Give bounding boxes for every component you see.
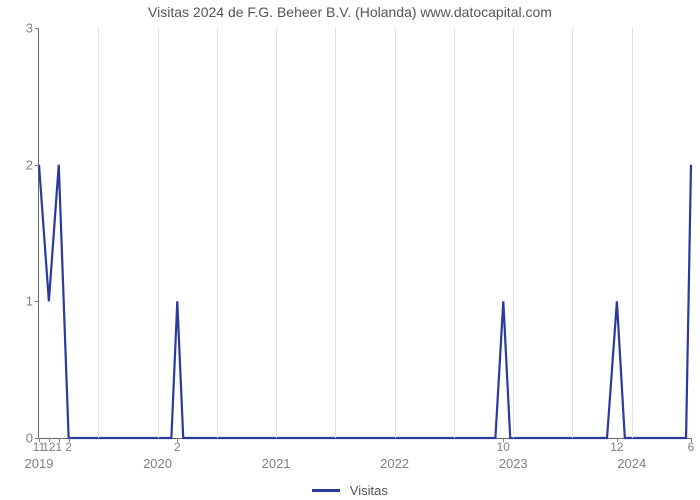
x-tick-mark	[39, 438, 40, 442]
x-year-label: 2023	[499, 456, 528, 471]
y-tick-mark	[35, 28, 39, 29]
x-month-label: 2	[174, 440, 181, 454]
grid-line	[454, 28, 455, 438]
y-tick-mark	[35, 301, 39, 302]
x-tick-mark	[503, 438, 504, 442]
x-tick-mark	[69, 438, 70, 442]
grid-line	[632, 28, 633, 438]
x-month-label: 12	[610, 440, 623, 454]
y-tick-label: 3	[26, 21, 33, 36]
series-visitas	[39, 165, 691, 438]
x-tick-mark	[177, 438, 178, 442]
chart-title: Visitas 2024 de F.G. Beheer B.V. (Holand…	[0, 4, 700, 20]
x-year-label: 2020	[143, 456, 172, 471]
x-month-label: 2	[65, 440, 72, 454]
legend-swatch	[312, 489, 340, 492]
grid-line	[335, 28, 336, 438]
x-month-label: 10	[497, 440, 510, 454]
grid-line	[572, 28, 573, 438]
grid-line	[513, 28, 514, 438]
y-tick-label: 2	[26, 157, 33, 172]
y-tick-mark	[35, 165, 39, 166]
x-month-label: 1	[55, 440, 62, 454]
x-tick-mark	[617, 438, 618, 442]
grid-line	[158, 28, 159, 438]
line-layer	[39, 28, 691, 438]
plot-area: 0123111212210126201920202021202220232024	[38, 28, 691, 439]
x-tick-mark	[59, 438, 60, 442]
chart-container: Visitas 2024 de F.G. Beheer B.V. (Holand…	[0, 0, 700, 500]
legend-label: Visitas	[350, 483, 388, 498]
grid-line	[395, 28, 396, 438]
x-month-label: 6	[688, 440, 695, 454]
x-tick-mark	[691, 438, 692, 442]
x-year-label: 2021	[262, 456, 291, 471]
x-year-label: 2022	[380, 456, 409, 471]
y-tick-label: 1	[26, 294, 33, 309]
x-year-label: 2024	[617, 456, 646, 471]
legend: Visitas	[0, 482, 700, 498]
x-month-label: 12	[42, 440, 55, 454]
x-year-label: 2019	[25, 456, 54, 471]
x-tick-mark	[49, 438, 50, 442]
grid-line	[276, 28, 277, 438]
grid-line	[217, 28, 218, 438]
grid-line	[98, 28, 99, 438]
